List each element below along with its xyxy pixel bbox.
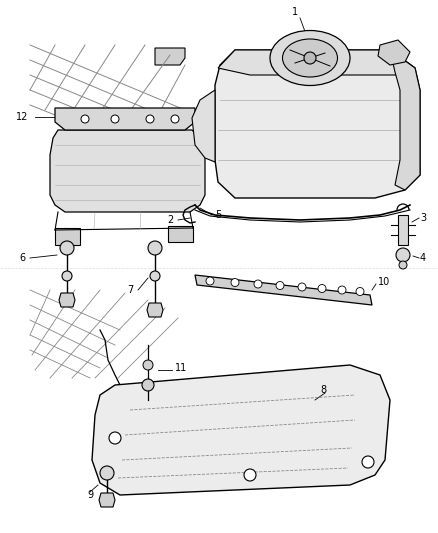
Polygon shape	[55, 228, 80, 245]
Circle shape	[304, 52, 316, 64]
Text: 11: 11	[175, 363, 187, 373]
Circle shape	[362, 456, 374, 468]
Circle shape	[338, 286, 346, 294]
Circle shape	[60, 241, 74, 255]
Polygon shape	[59, 293, 75, 307]
Polygon shape	[168, 226, 193, 242]
Polygon shape	[99, 493, 115, 507]
Circle shape	[171, 115, 179, 123]
Ellipse shape	[270, 30, 350, 85]
Circle shape	[150, 271, 160, 281]
Polygon shape	[55, 108, 195, 130]
Text: 6: 6	[19, 253, 25, 263]
Circle shape	[81, 115, 89, 123]
Polygon shape	[147, 303, 163, 317]
Circle shape	[356, 287, 364, 295]
Polygon shape	[390, 50, 420, 190]
Circle shape	[146, 115, 154, 123]
Polygon shape	[215, 50, 420, 198]
Polygon shape	[398, 215, 408, 245]
Circle shape	[318, 285, 326, 293]
Circle shape	[143, 360, 153, 370]
Circle shape	[111, 115, 119, 123]
Circle shape	[100, 466, 114, 480]
Text: 4: 4	[420, 253, 426, 263]
Polygon shape	[218, 50, 415, 75]
Polygon shape	[192, 90, 215, 162]
Circle shape	[231, 279, 239, 287]
Circle shape	[399, 261, 407, 269]
Circle shape	[396, 248, 410, 262]
Circle shape	[298, 283, 306, 291]
Circle shape	[206, 277, 214, 285]
Text: 9: 9	[87, 490, 93, 500]
Polygon shape	[92, 365, 390, 495]
Text: 8: 8	[320, 385, 326, 395]
Circle shape	[254, 280, 262, 288]
Polygon shape	[195, 275, 372, 305]
Text: 5: 5	[215, 210, 221, 220]
Text: 3: 3	[420, 213, 426, 223]
Circle shape	[276, 281, 284, 289]
Circle shape	[244, 469, 256, 481]
Polygon shape	[50, 130, 205, 212]
Text: 10: 10	[378, 277, 390, 287]
Text: 7: 7	[127, 285, 133, 295]
Circle shape	[142, 379, 154, 391]
Text: 2: 2	[167, 215, 173, 225]
Polygon shape	[378, 40, 410, 65]
Circle shape	[109, 432, 121, 444]
Circle shape	[148, 241, 162, 255]
Text: 1: 1	[292, 7, 298, 17]
Polygon shape	[155, 48, 185, 65]
Circle shape	[62, 271, 72, 281]
Ellipse shape	[283, 39, 338, 77]
Text: 12: 12	[16, 112, 28, 122]
